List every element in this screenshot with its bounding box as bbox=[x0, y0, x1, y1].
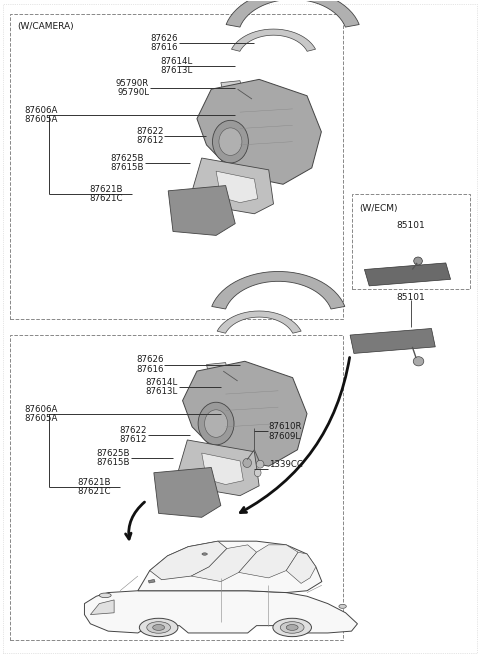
Bar bbox=[10, 14, 343, 319]
Polygon shape bbox=[221, 81, 242, 93]
Text: 87621C: 87621C bbox=[89, 194, 123, 203]
Text: 95790L: 95790L bbox=[117, 88, 149, 97]
Polygon shape bbox=[231, 29, 315, 51]
Polygon shape bbox=[286, 552, 316, 583]
Text: 87621B: 87621B bbox=[77, 478, 111, 487]
Text: 87622: 87622 bbox=[136, 127, 163, 136]
Ellipse shape bbox=[153, 625, 165, 631]
Text: 87614L: 87614L bbox=[160, 57, 192, 66]
Text: 87606A: 87606A bbox=[24, 106, 58, 115]
Ellipse shape bbox=[256, 461, 264, 468]
Ellipse shape bbox=[339, 604, 347, 608]
Text: 87613L: 87613L bbox=[160, 66, 192, 75]
Polygon shape bbox=[239, 545, 298, 578]
Ellipse shape bbox=[254, 469, 261, 477]
Ellipse shape bbox=[202, 553, 207, 555]
Ellipse shape bbox=[251, 97, 258, 104]
Text: 87621B: 87621B bbox=[89, 185, 123, 194]
Text: 87614L: 87614L bbox=[145, 378, 178, 387]
Polygon shape bbox=[226, 0, 359, 27]
Text: 87612: 87612 bbox=[119, 435, 147, 443]
Ellipse shape bbox=[273, 618, 312, 637]
Polygon shape bbox=[212, 271, 345, 309]
Polygon shape bbox=[90, 600, 114, 614]
Text: 87613L: 87613L bbox=[145, 387, 178, 396]
Polygon shape bbox=[150, 541, 227, 579]
Ellipse shape bbox=[243, 459, 252, 468]
Text: 87605A: 87605A bbox=[24, 115, 58, 124]
FancyArrowPatch shape bbox=[126, 502, 144, 539]
Polygon shape bbox=[202, 453, 243, 484]
Polygon shape bbox=[364, 263, 451, 286]
Polygon shape bbox=[191, 545, 256, 581]
Text: 87626: 87626 bbox=[136, 355, 163, 365]
Text: 87609L: 87609L bbox=[269, 432, 301, 441]
Polygon shape bbox=[216, 171, 258, 202]
Text: 87606A: 87606A bbox=[24, 405, 58, 415]
Polygon shape bbox=[138, 541, 322, 593]
Polygon shape bbox=[350, 328, 435, 353]
Text: 87621C: 87621C bbox=[77, 487, 111, 496]
Ellipse shape bbox=[413, 357, 424, 366]
Text: 1339CC: 1339CC bbox=[269, 460, 302, 468]
Text: 87622: 87622 bbox=[119, 426, 147, 435]
Polygon shape bbox=[217, 311, 301, 333]
Text: 87616: 87616 bbox=[150, 43, 178, 53]
Text: 87605A: 87605A bbox=[24, 415, 58, 424]
Polygon shape bbox=[178, 440, 259, 495]
Ellipse shape bbox=[414, 257, 422, 265]
Polygon shape bbox=[154, 468, 221, 517]
FancyArrowPatch shape bbox=[240, 357, 349, 512]
Text: 87625B: 87625B bbox=[111, 154, 144, 162]
Text: 87616: 87616 bbox=[136, 365, 163, 374]
Text: (W/ECM): (W/ECM) bbox=[360, 204, 398, 213]
Text: 87615B: 87615B bbox=[111, 163, 144, 171]
Text: 85101: 85101 bbox=[397, 221, 425, 230]
Polygon shape bbox=[182, 361, 307, 466]
Ellipse shape bbox=[198, 402, 234, 445]
Ellipse shape bbox=[280, 622, 304, 633]
Text: 87610R: 87610R bbox=[269, 422, 302, 432]
Bar bbox=[352, 194, 470, 289]
Ellipse shape bbox=[213, 120, 248, 163]
Polygon shape bbox=[148, 579, 155, 583]
Polygon shape bbox=[168, 185, 235, 235]
Polygon shape bbox=[192, 158, 274, 214]
Text: 87626: 87626 bbox=[150, 34, 178, 43]
Text: (W/CAMERA): (W/CAMERA) bbox=[17, 22, 74, 32]
Ellipse shape bbox=[286, 625, 298, 631]
Text: 87625B: 87625B bbox=[96, 449, 130, 457]
Ellipse shape bbox=[139, 618, 178, 637]
Text: 85101: 85101 bbox=[396, 292, 425, 302]
Ellipse shape bbox=[147, 622, 170, 633]
Text: 87612: 87612 bbox=[136, 137, 163, 145]
Polygon shape bbox=[197, 79, 322, 184]
Bar bbox=[10, 335, 343, 640]
Ellipse shape bbox=[204, 410, 228, 438]
Ellipse shape bbox=[99, 593, 111, 598]
Text: 95790R: 95790R bbox=[116, 79, 149, 88]
Text: 87615B: 87615B bbox=[96, 458, 130, 466]
Ellipse shape bbox=[237, 379, 243, 386]
Ellipse shape bbox=[219, 128, 242, 156]
Polygon shape bbox=[84, 591, 358, 633]
Polygon shape bbox=[206, 363, 228, 375]
